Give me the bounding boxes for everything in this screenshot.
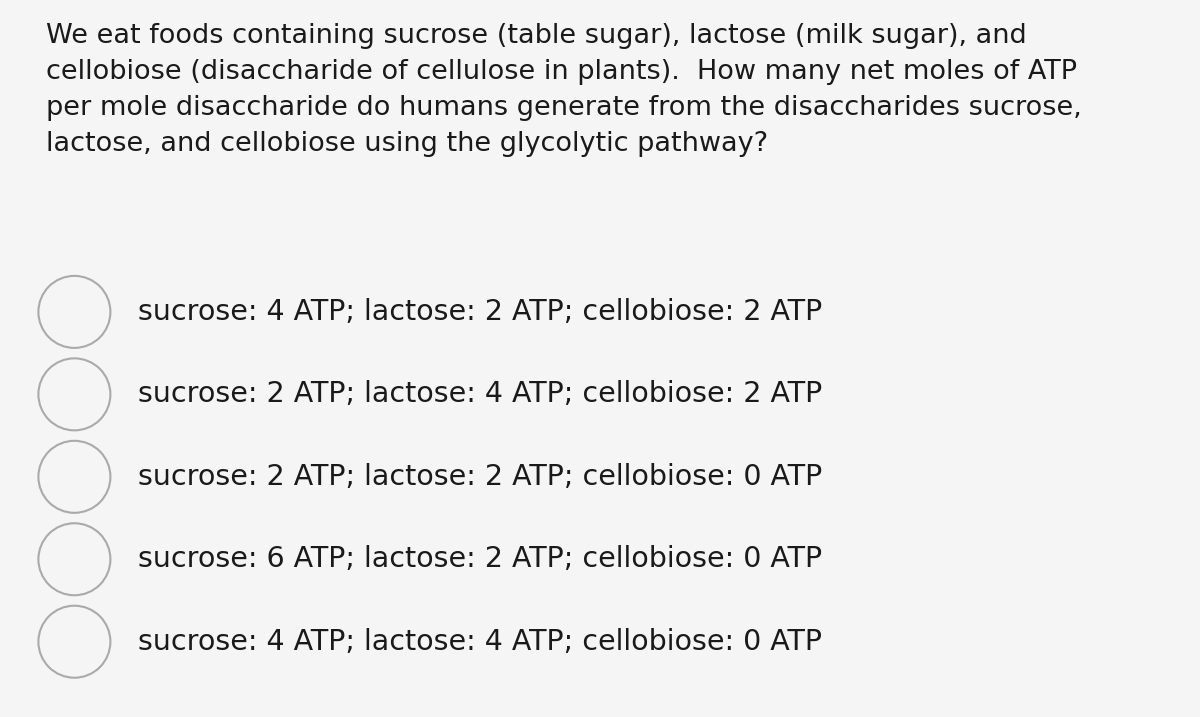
- Text: sucrose: 2 ATP; lactose: 4 ATP; cellobiose: 2 ATP: sucrose: 2 ATP; lactose: 4 ATP; cellobio…: [138, 380, 822, 409]
- Text: sucrose: 6 ATP; lactose: 2 ATP; cellobiose: 0 ATP: sucrose: 6 ATP; lactose: 2 ATP; cellobio…: [138, 545, 822, 574]
- Text: sucrose: 2 ATP; lactose: 2 ATP; cellobiose: 0 ATP: sucrose: 2 ATP; lactose: 2 ATP; cellobio…: [138, 462, 822, 491]
- Text: sucrose: 4 ATP; lactose: 4 ATP; cellobiose: 0 ATP: sucrose: 4 ATP; lactose: 4 ATP; cellobio…: [138, 627, 822, 656]
- Text: sucrose: 4 ATP; lactose: 2 ATP; cellobiose: 2 ATP: sucrose: 4 ATP; lactose: 2 ATP; cellobio…: [138, 298, 822, 326]
- Text: We eat foods containing sucrose (table sugar), lactose (milk sugar), and
cellobi: We eat foods containing sucrose (table s…: [46, 23, 1081, 157]
